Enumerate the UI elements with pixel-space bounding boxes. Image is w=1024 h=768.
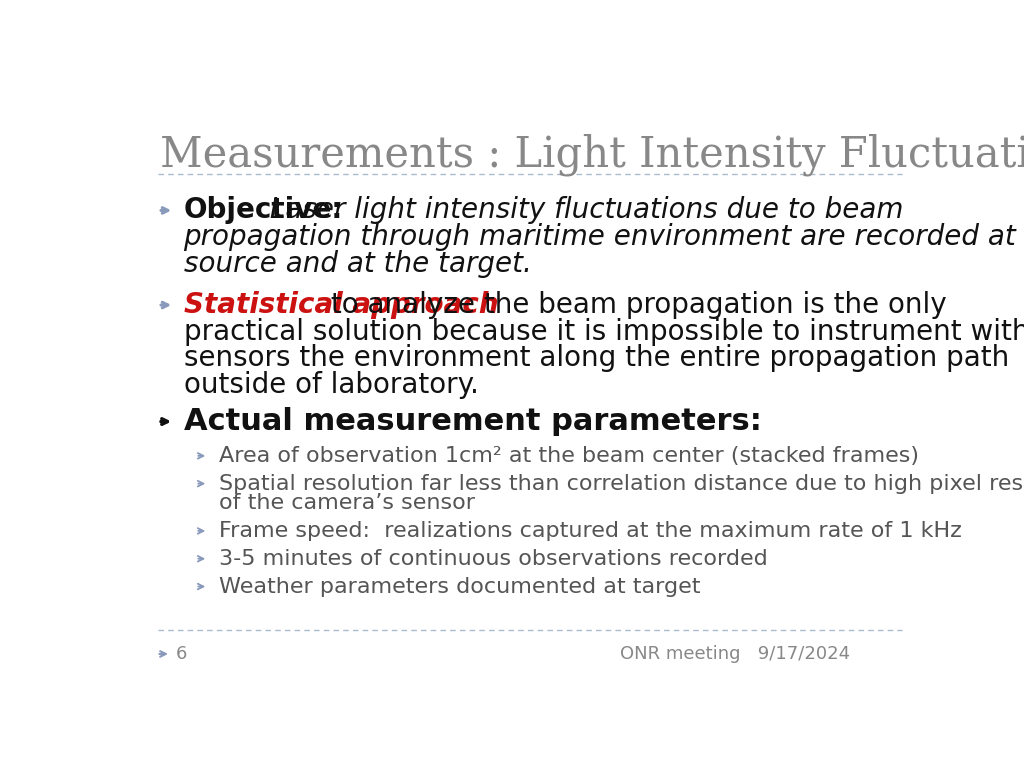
Text: practical solution because it is impossible to instrument with: practical solution because it is impossi…: [183, 318, 1024, 346]
Text: propagation through maritime environment are recorded at the: propagation through maritime environment…: [183, 223, 1024, 251]
Text: source and at the target.: source and at the target.: [183, 250, 531, 278]
Text: Statistical approach: Statistical approach: [183, 291, 499, 319]
Text: Laser light intensity fluctuations due to beam: Laser light intensity fluctuations due t…: [261, 197, 904, 224]
Text: Measurements : Light Intensity Fluctuations: Measurements : Light Intensity Fluctuati…: [160, 134, 1024, 176]
Text: of the camera’s sensor: of the camera’s sensor: [219, 493, 475, 513]
Text: Actual measurement parameters:: Actual measurement parameters:: [183, 407, 762, 436]
Text: Frame speed:  realizations captured at the maximum rate of 1 kHz: Frame speed: realizations captured at th…: [219, 521, 963, 541]
Text: outside of laboratory.: outside of laboratory.: [183, 371, 478, 399]
Text: sensors the environment along the entire propagation path: sensors the environment along the entire…: [183, 344, 1009, 372]
Text: 6: 6: [176, 645, 187, 663]
Text: ONR meeting   9/17/2024: ONR meeting 9/17/2024: [620, 645, 850, 663]
Text: Spatial resolution far less than correlation distance due to high pixel resoluti: Spatial resolution far less than correla…: [219, 474, 1024, 494]
Text: Area of observation 1cm² at the beam center (stacked frames): Area of observation 1cm² at the beam cen…: [219, 446, 920, 466]
Text: to analyze the beam propagation is the only: to analyze the beam propagation is the o…: [323, 291, 947, 319]
Text: 3-5 minutes of continuous observations recorded: 3-5 minutes of continuous observations r…: [219, 549, 768, 569]
Text: Weather parameters documented at target: Weather parameters documented at target: [219, 577, 700, 597]
Text: Objective:: Objective:: [183, 197, 343, 224]
